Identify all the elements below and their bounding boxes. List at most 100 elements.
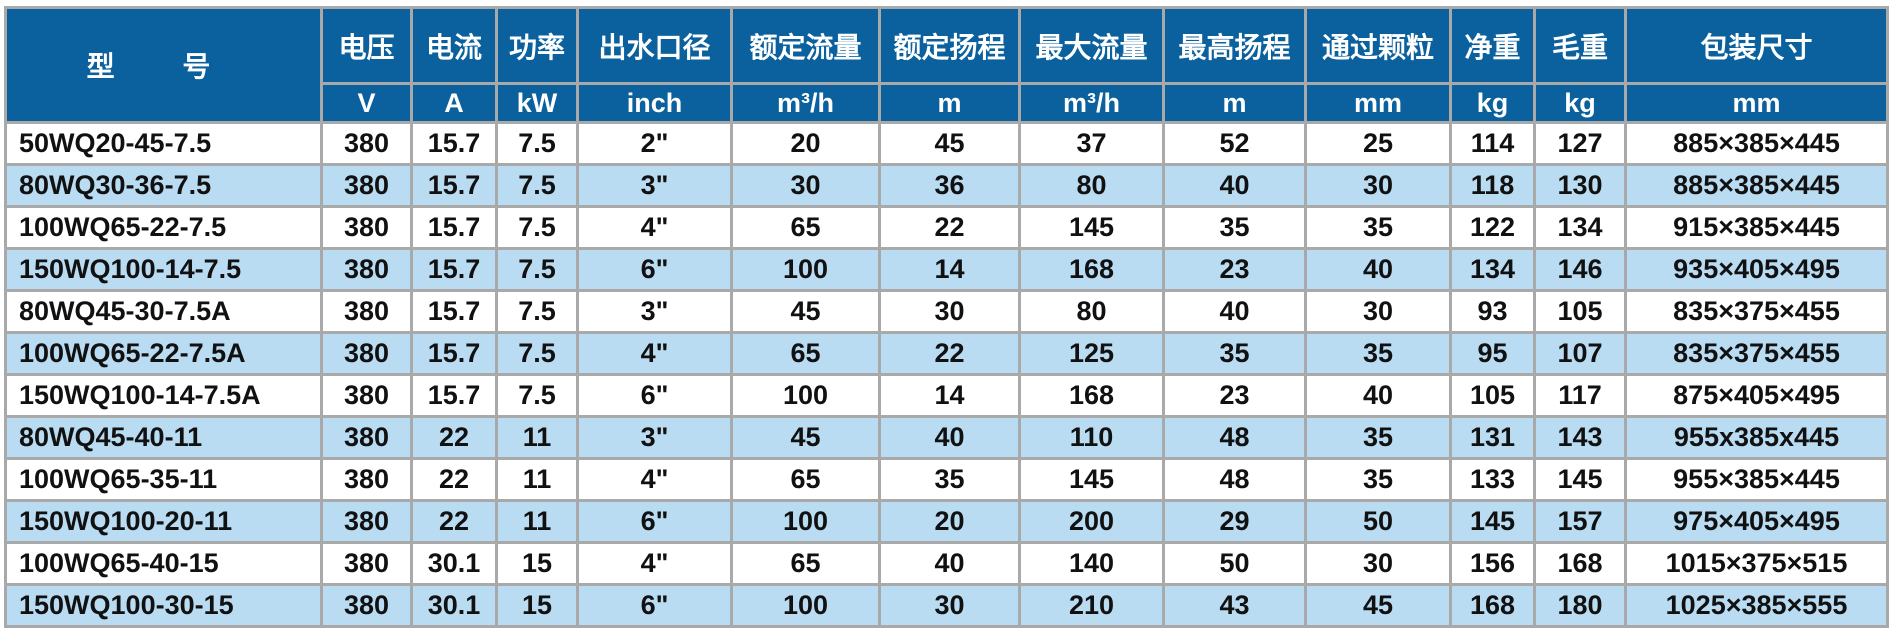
- column-unit: kW: [495, 82, 579, 124]
- table-cell: 875×405×495: [1624, 373, 1889, 418]
- table-cell: 380: [320, 247, 413, 292]
- table-cell: 65: [730, 457, 881, 502]
- table-cell: 885×385×445: [1624, 121, 1889, 166]
- table-cell: 11: [495, 415, 579, 460]
- column-unit: A: [410, 82, 498, 124]
- model-cell: 50WQ20-45-7.5: [4, 121, 323, 166]
- column-header: 电压: [320, 6, 413, 85]
- column-header: 包装尺寸: [1624, 6, 1889, 85]
- table-cell: 11: [495, 499, 579, 544]
- table-cell: 180: [1533, 583, 1627, 628]
- table-cell: 15.7: [410, 205, 498, 250]
- table-cell: 7.5: [495, 247, 579, 292]
- table-cell: 93: [1449, 289, 1536, 334]
- table-cell: 7.5: [495, 121, 579, 166]
- table-cell: 6": [576, 247, 733, 292]
- table-cell: 380: [320, 163, 413, 208]
- table-cell: 110: [1018, 415, 1165, 460]
- column-unit: mm: [1304, 82, 1452, 124]
- column-header: 额定扬程: [878, 6, 1021, 85]
- model-cell: 100WQ65-22-7.5A: [4, 331, 323, 376]
- table-cell: 3": [576, 289, 733, 334]
- table-cell: 134: [1533, 205, 1627, 250]
- table-row: 150WQ100-30-15 380 30.1 15 6" 100 30 210 43 45 168…: [4, 583, 1889, 628]
- table-cell: 146: [1533, 247, 1627, 292]
- table-cell: 15.7: [410, 289, 498, 334]
- table-cell: 380: [320, 331, 413, 376]
- table-cell: 145: [1018, 457, 1165, 502]
- table-cell: 80: [1018, 289, 1165, 334]
- model-cell: 80WQ45-40-11: [4, 415, 323, 460]
- table-cell: 52: [1162, 121, 1307, 166]
- table-cell: 15.7: [410, 163, 498, 208]
- table-cell: 22: [878, 331, 1021, 376]
- model-cell: 150WQ100-14-7.5A: [4, 373, 323, 418]
- table-cell: 7.5: [495, 331, 579, 376]
- table-cell: 45: [730, 289, 881, 334]
- table-cell: 30: [878, 583, 1021, 628]
- column-unit: mm: [1624, 82, 1889, 124]
- table-cell: 7.5: [495, 289, 579, 334]
- table-cell: 1025×385×555: [1624, 583, 1889, 628]
- table-cell: 4": [576, 541, 733, 586]
- table-cell: 35: [1304, 331, 1452, 376]
- table-row: 100WQ65-40-15 380 30.1 15 4" 65 40 140 50 30 156 16…: [4, 541, 1889, 586]
- table-cell: 95: [1449, 331, 1536, 376]
- table-cell: 45: [730, 415, 881, 460]
- table-cell: 380: [320, 289, 413, 334]
- table-cell: 65: [730, 331, 881, 376]
- pump-spec-table: 型 号 电压 电流 功率 出水口径 额定流量 额定扬程 最大流量 最高扬程 通过颗粒 净重 毛重 包装…: [4, 6, 1889, 628]
- table-cell: 37: [1018, 121, 1165, 166]
- table-cell: 80: [1018, 163, 1165, 208]
- table-cell: 117: [1533, 373, 1627, 418]
- table-cell: 30.1: [410, 583, 498, 628]
- table-row: 150WQ100-14-7.5A 380 15.7 7.5 6" 100 14 168 23 40…: [4, 373, 1889, 418]
- table-cell: 20: [878, 499, 1021, 544]
- table-cell: 15: [495, 541, 579, 586]
- table-cell: 65: [730, 541, 881, 586]
- table-cell: 380: [320, 373, 413, 418]
- column-header: 电流: [410, 6, 498, 85]
- table-cell: 140: [1018, 541, 1165, 586]
- table-cell: 45: [1304, 583, 1452, 628]
- column-header: 最高扬程: [1162, 6, 1307, 85]
- table-cell: 45: [878, 121, 1021, 166]
- table-cell: 4": [576, 457, 733, 502]
- table-cell: 6": [576, 499, 733, 544]
- table-cell: 885×385×445: [1624, 163, 1889, 208]
- table-row: 80WQ30-36-7.5 380 15.7 7.5 3" 30 36 80 40 30 118 13…: [4, 163, 1889, 208]
- model-cell: 150WQ100-14-7.5: [4, 247, 323, 292]
- table-cell: 6": [576, 583, 733, 628]
- table-cell: 65: [730, 205, 881, 250]
- table-cell: 955x385x445: [1624, 415, 1889, 460]
- table-cell: 22: [410, 415, 498, 460]
- table-cell: 145: [1018, 205, 1165, 250]
- table-cell: 835×375×455: [1624, 331, 1889, 376]
- table-cell: 30: [1304, 541, 1452, 586]
- table-cell: 168: [1018, 247, 1165, 292]
- table-cell: 14: [878, 373, 1021, 418]
- model-cell: 150WQ100-20-11: [4, 499, 323, 544]
- table-row: 150WQ100-20-11 380 22 11 6" 100 20 200 29 50 145 15…: [4, 499, 1889, 544]
- table-cell: 380: [320, 583, 413, 628]
- table-cell: 15.7: [410, 247, 498, 292]
- column-header: 通过颗粒: [1304, 6, 1452, 85]
- column-unit: m: [878, 82, 1021, 124]
- table-cell: 40: [1162, 289, 1307, 334]
- table-row: 100WQ65-22-7.5A 380 15.7 7.5 4" 65 22 125 35 35 95…: [4, 331, 1889, 376]
- table-cell: 105: [1449, 373, 1536, 418]
- table-cell: 935×405×495: [1624, 247, 1889, 292]
- table-cell: 30: [1304, 163, 1452, 208]
- column-header: 毛重: [1533, 6, 1627, 85]
- table-cell: 380: [320, 121, 413, 166]
- table-row: 80WQ45-40-11 380 22 11 3" 45 40 110 48 35 131 143 95…: [4, 415, 1889, 460]
- table-cell: 100: [730, 499, 881, 544]
- table-cell: 145: [1449, 499, 1536, 544]
- table-cell: 35: [1162, 331, 1307, 376]
- table-cell: 168: [1533, 541, 1627, 586]
- column-unit: m: [1162, 82, 1307, 124]
- table-cell: 30: [730, 163, 881, 208]
- table-cell: 15: [495, 583, 579, 628]
- table-cell: 30: [1304, 289, 1452, 334]
- model-cell: 100WQ65-40-15: [4, 541, 323, 586]
